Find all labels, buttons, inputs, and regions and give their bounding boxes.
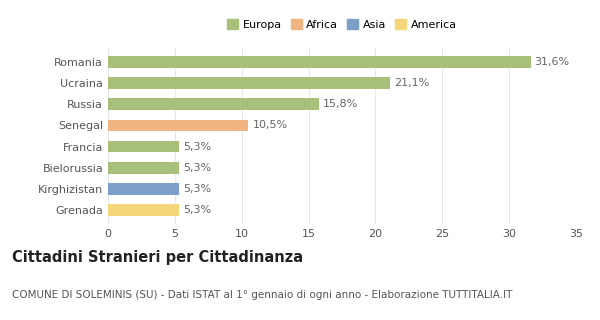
Text: COMUNE DI SOLEMINIS (SU) - Dati ISTAT al 1° gennaio di ogni anno - Elaborazione : COMUNE DI SOLEMINIS (SU) - Dati ISTAT al… xyxy=(12,290,512,300)
Text: 5,3%: 5,3% xyxy=(183,163,211,173)
Text: 5,3%: 5,3% xyxy=(183,205,211,215)
Text: 10,5%: 10,5% xyxy=(253,120,287,131)
Bar xyxy=(108,77,390,89)
Bar xyxy=(108,141,179,152)
Text: 5,3%: 5,3% xyxy=(183,141,211,152)
Bar xyxy=(108,120,248,131)
Bar xyxy=(108,56,530,68)
Text: 5,3%: 5,3% xyxy=(183,184,211,194)
Text: 31,6%: 31,6% xyxy=(535,57,569,67)
Bar xyxy=(108,98,319,110)
Text: 21,1%: 21,1% xyxy=(394,78,430,88)
Legend: Europa, Africa, Asia, America: Europa, Africa, Asia, America xyxy=(223,15,461,35)
Text: 15,8%: 15,8% xyxy=(323,99,359,109)
Text: Cittadini Stranieri per Cittadinanza: Cittadini Stranieri per Cittadinanza xyxy=(12,250,303,265)
Bar xyxy=(108,183,179,195)
Bar xyxy=(108,204,179,216)
Bar xyxy=(108,162,179,174)
